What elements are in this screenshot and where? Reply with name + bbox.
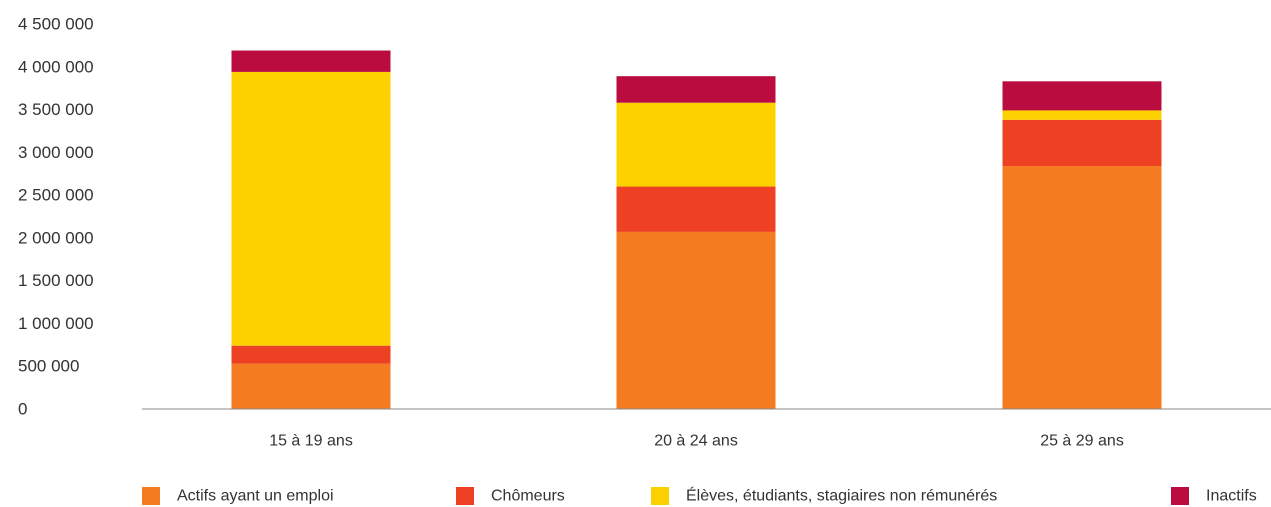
bar-segment — [616, 102, 776, 187]
legend-swatch — [1171, 487, 1189, 505]
y-tick-label: 2 500 000 — [18, 186, 94, 205]
y-tick-label: 2 000 000 — [18, 228, 94, 247]
bar-segment — [1002, 166, 1162, 409]
bar-segment — [1002, 110, 1162, 120]
bar-segment — [231, 345, 391, 364]
y-tick-label: 3 000 000 — [18, 143, 94, 162]
x-tick-label: 20 à 24 ans — [654, 433, 738, 450]
x-tick-label: 15 à 19 ans — [269, 433, 353, 450]
bar-segment — [231, 71, 391, 346]
legend-label: Actifs ayant un emploi — [177, 488, 334, 505]
y-tick-label: 1 000 000 — [18, 314, 94, 333]
y-tick-label: 1 500 000 — [18, 271, 94, 290]
y-tick-label: 4 500 000 — [18, 15, 94, 34]
bar-segment — [616, 76, 776, 103]
bars — [231, 50, 1162, 409]
y-axis: 0 500 000 1 000 000 1 500 000 2 000 000 2 500… — [18, 15, 94, 419]
bar-segment — [616, 186, 776, 232]
bar-segment — [616, 231, 776, 409]
y-tick-label: 4 000 000 — [18, 57, 94, 76]
x-axis-labels: 15 à 19 ans 20 à 24 ans 25 à 29 ans — [269, 433, 1124, 450]
y-tick-label: 0 — [18, 400, 27, 419]
bar-segment — [1002, 119, 1162, 167]
legend: Actifs ayant un emploi Chômeurs Élèves, ét… — [142, 486, 1257, 505]
legend-label: Élèves, étudiants, stagiaires non rémuné… — [686, 486, 997, 505]
bar-segment — [231, 50, 391, 72]
legend-swatch — [651, 487, 669, 505]
legend-swatch — [142, 487, 160, 505]
x-tick-label: 25 à 29 ans — [1040, 433, 1124, 450]
bar-segment — [231, 363, 391, 409]
bar-segment — [1002, 81, 1162, 111]
legend-swatch — [456, 487, 474, 505]
y-tick-label: 3 500 000 — [18, 100, 94, 119]
legend-label: Inactifs — [1206, 488, 1257, 505]
legend-label: Chômeurs — [491, 488, 565, 505]
y-tick-label: 500 000 — [18, 357, 79, 376]
